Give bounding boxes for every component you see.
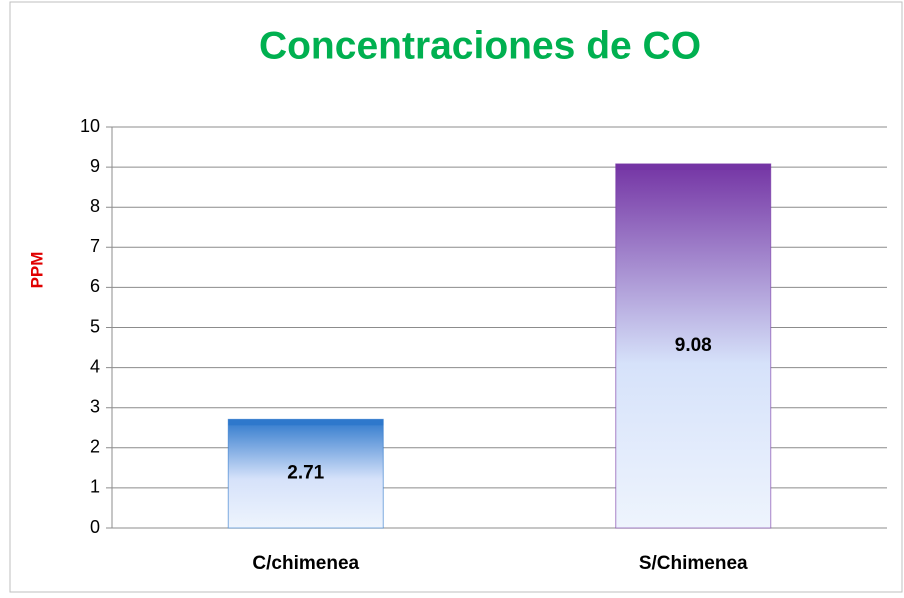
y-tick-label: 9 xyxy=(90,156,100,176)
y-tick-label: 6 xyxy=(90,276,100,296)
bar xyxy=(227,418,384,529)
x-tick-label: C/chimenea xyxy=(252,553,359,574)
bar-top-bevel xyxy=(615,163,771,170)
y-tick-label: 2 xyxy=(90,437,100,457)
x-tick-label: S/Chimenea xyxy=(639,553,748,574)
y-tick-label: 10 xyxy=(80,116,100,136)
bar-top-bevel xyxy=(228,419,384,426)
chart-frame xyxy=(9,1,903,593)
y-tick-label: 1 xyxy=(90,477,100,497)
y-tick-label: 0 xyxy=(90,517,100,537)
y-tick-label: 7 xyxy=(90,236,100,256)
bar xyxy=(615,163,772,529)
chart-title: Concentraciones de CO xyxy=(259,24,701,67)
data-label: 2.71 xyxy=(287,463,324,484)
y-tick-label: 8 xyxy=(90,196,100,216)
y-axis-label: PPM xyxy=(27,252,46,289)
y-tick-label: 3 xyxy=(90,396,100,416)
data-label: 9.08 xyxy=(675,335,712,356)
y-tick-label: 4 xyxy=(90,356,100,376)
y-tick-label: 5 xyxy=(90,316,100,336)
